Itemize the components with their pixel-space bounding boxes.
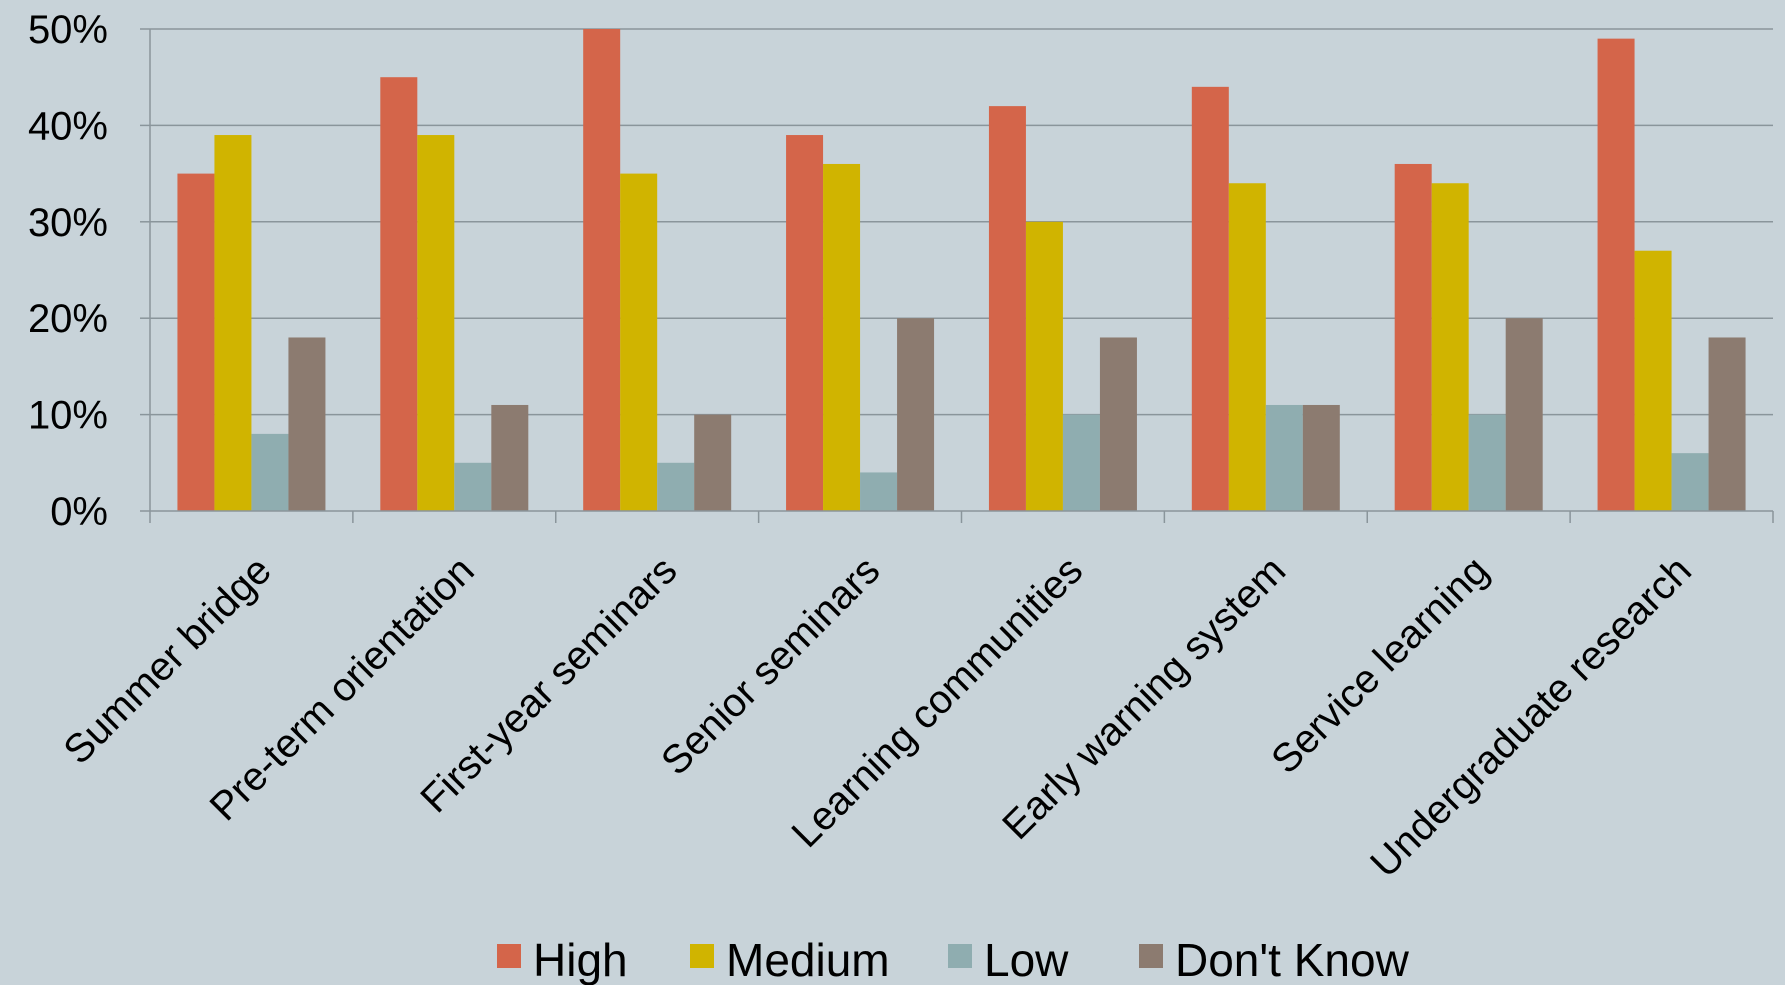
legend-label: Low (984, 934, 1069, 985)
bar-low (1468, 414, 1506, 511)
legend-label: High (533, 934, 628, 985)
bar-medium (1431, 183, 1469, 512)
y-tick-label: 10% (28, 394, 108, 438)
y-tick-label: 30% (28, 201, 108, 245)
bar-low (1265, 404, 1303, 511)
y-tick-label: 20% (28, 297, 108, 341)
legend-swatch (948, 944, 972, 968)
legend-swatch (1139, 944, 1163, 968)
bar-don-t-know (897, 318, 935, 511)
bar-medium (823, 163, 861, 511)
x-category-label: Service learning (1263, 548, 1497, 782)
bar-don-t-know (288, 337, 326, 511)
y-tick-label: 0% (50, 490, 108, 534)
y-tick-label: 50% (28, 8, 108, 52)
x-category-label: Senior seminars (653, 548, 888, 783)
bar-medium (417, 135, 455, 512)
bar-medium (1228, 183, 1266, 512)
x-category-label: Summer bridge (55, 548, 279, 772)
bar-high (988, 106, 1026, 512)
bar-don-t-know (1099, 337, 1137, 511)
x-category-label: Undergraduate research (1362, 548, 1700, 886)
legend-label: Don't Know (1175, 934, 1410, 985)
legend-label: Medium (726, 934, 890, 985)
bar-low (657, 462, 695, 511)
bar-medium (214, 135, 252, 512)
bar-low (251, 433, 289, 511)
bar-low (1671, 453, 1709, 511)
legend: High Medium Low Don't Know (497, 934, 1410, 985)
bars (177, 29, 1746, 512)
bar-high (583, 29, 621, 511)
bar-high (177, 173, 215, 511)
bar-medium (620, 173, 658, 511)
bar-low (454, 462, 492, 511)
bar-don-t-know (1302, 404, 1340, 511)
bar-low (860, 472, 898, 511)
legend-swatch (497, 944, 521, 968)
bar-don-t-know (694, 414, 732, 511)
bar-high (786, 135, 824, 512)
bar-high (1597, 38, 1635, 511)
bar-low (1062, 414, 1100, 511)
legend-swatch (690, 944, 714, 968)
bar-don-t-know (1708, 337, 1746, 511)
bar-don-t-know (491, 404, 529, 511)
bar-don-t-know (1505, 318, 1543, 511)
bar-high (380, 77, 418, 511)
bar-high (1394, 163, 1432, 511)
y-tick-label: 40% (28, 104, 108, 148)
bar-high (1191, 86, 1229, 511)
bar-medium (1634, 250, 1672, 511)
bar-medium (1025, 221, 1063, 512)
